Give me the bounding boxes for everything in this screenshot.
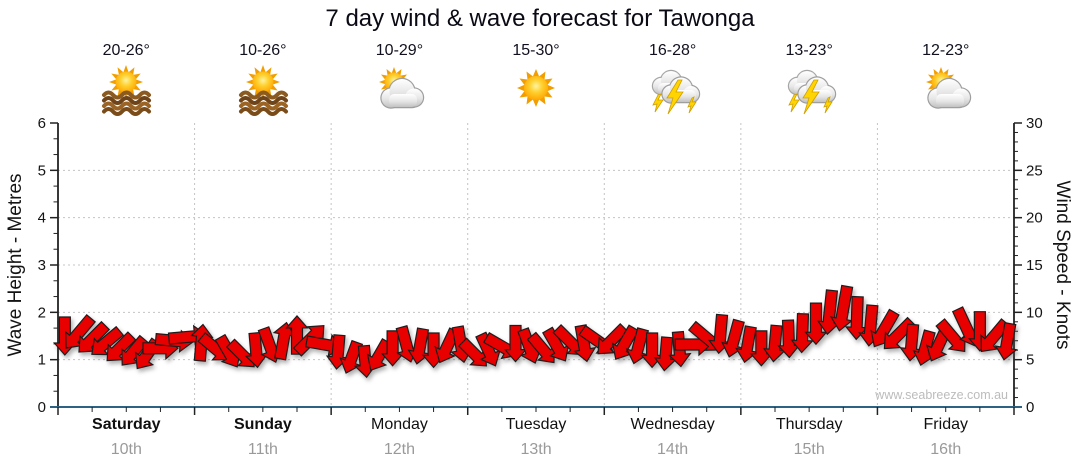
day-date: 10th bbox=[110, 441, 142, 458]
wind-arrow bbox=[339, 339, 364, 374]
day-name: Sunday bbox=[233, 416, 292, 433]
wind-arrow bbox=[611, 324, 640, 360]
wind-arrow bbox=[804, 302, 828, 346]
day-name: Saturday bbox=[92, 416, 161, 433]
day-date-row: 10th 11th 12th 13th 14th 15th 16th bbox=[58, 441, 1014, 459]
weather-icon-sunny bbox=[468, 60, 605, 116]
svg-text:5: 5 bbox=[1026, 352, 1034, 369]
day-name: Tuesday bbox=[505, 416, 567, 433]
y-axis-right: 0 5 10 15 20 25 30 bbox=[1013, 115, 1043, 416]
wind-arrow bbox=[91, 325, 125, 356]
wind-arrow bbox=[735, 325, 759, 364]
x-axis bbox=[50, 406, 1022, 415]
day-temp-range: 12-23° bbox=[922, 42, 970, 59]
day-date: 11th bbox=[247, 441, 278, 458]
page-title: 7 day wind & wave forecast for Tawonga bbox=[325, 5, 755, 32]
svg-text:0: 0 bbox=[1026, 399, 1034, 416]
svg-text:3: 3 bbox=[38, 257, 46, 274]
forecast-plot: 0 1 2 3 4 5 6 0 5 10 15 20 25 30 bbox=[38, 115, 1043, 416]
svg-text:4: 4 bbox=[38, 210, 46, 227]
day-temp-range: 15-30° bbox=[512, 42, 560, 59]
weather-icon-sunny-hot bbox=[58, 60, 195, 116]
svg-text:1: 1 bbox=[38, 352, 46, 369]
svg-text:6: 6 bbox=[38, 115, 46, 132]
day-temp-range: 10-26° bbox=[239, 42, 287, 59]
wind-arrow bbox=[106, 331, 137, 362]
svg-text:10: 10 bbox=[1026, 304, 1043, 321]
wind-arrow bbox=[653, 336, 678, 372]
weather-icon-partly-cloudy bbox=[877, 60, 1014, 116]
weather-icon-row bbox=[58, 60, 1014, 116]
day-name: Wednesday bbox=[630, 416, 715, 433]
wind-arrow bbox=[457, 337, 488, 367]
wind-arrow bbox=[475, 331, 501, 367]
svg-text:15: 15 bbox=[1026, 257, 1043, 274]
svg-text:30: 30 bbox=[1026, 115, 1043, 132]
day-date: 15th bbox=[793, 441, 825, 458]
day-date: 12th bbox=[383, 441, 416, 458]
watermark: www.seabreeze.com.au bbox=[875, 388, 1008, 402]
svg-text:2: 2 bbox=[38, 304, 46, 321]
weather-icon-sunny-hot bbox=[195, 60, 332, 116]
day-temp-range: 10-29° bbox=[375, 42, 424, 59]
svg-text:5: 5 bbox=[38, 162, 46, 179]
wind-arrow bbox=[721, 318, 745, 358]
weather-icon-thunderstorm bbox=[741, 60, 878, 116]
gridlines bbox=[58, 123, 1014, 407]
svg-text:25: 25 bbox=[1026, 162, 1043, 179]
wind-arrows bbox=[53, 284, 1018, 379]
day-temp-range: 13-23° bbox=[785, 42, 833, 59]
day-temp-range: 20-26° bbox=[102, 42, 150, 59]
day-name: Friday bbox=[923, 416, 968, 433]
wind-arrow bbox=[542, 326, 570, 362]
wind-arrow bbox=[121, 334, 150, 366]
wind-arrow bbox=[597, 322, 629, 355]
day-temp-range: 16-28° bbox=[648, 42, 697, 59]
svg-text:0: 0 bbox=[38, 399, 46, 416]
day-name: Thursday bbox=[775, 416, 843, 433]
wind-arrow bbox=[994, 322, 1018, 361]
y-axis-left: 0 1 2 3 4 5 6 bbox=[38, 115, 59, 416]
wind-arrow bbox=[526, 331, 555, 364]
weather-icon-thunderstorm bbox=[604, 60, 741, 116]
wind-arrow bbox=[790, 312, 814, 354]
svg-text:20: 20 bbox=[1026, 210, 1043, 227]
wind-arrow bbox=[65, 313, 96, 349]
day-name: Monday bbox=[370, 416, 428, 433]
day-date: 14th bbox=[657, 441, 689, 458]
wind-arrow bbox=[829, 284, 854, 332]
wind-arrow bbox=[762, 324, 787, 363]
wind-arrow bbox=[625, 327, 650, 365]
wind-arrow bbox=[272, 321, 296, 361]
wind-arrow bbox=[225, 338, 255, 368]
wind-arrow bbox=[844, 295, 869, 341]
day-date: 16th bbox=[930, 441, 962, 458]
wind-arrow bbox=[980, 318, 1011, 353]
left-axis-label: Wave Height - Metres bbox=[5, 173, 26, 357]
temperature-row: 20-26° 10-26° 10-29° 15-30° 16-28° 13-23… bbox=[58, 42, 1014, 60]
day-date: 13th bbox=[520, 441, 552, 458]
right-axis-label: Wind Speed - Knots bbox=[1052, 180, 1073, 350]
day-name-row: Saturday Sunday Monday Tuesday Wednesday… bbox=[58, 416, 1014, 434]
wind-arrow bbox=[366, 338, 393, 371]
wind-arrow bbox=[78, 320, 111, 353]
weather-icon-partly-cloudy bbox=[331, 60, 468, 116]
